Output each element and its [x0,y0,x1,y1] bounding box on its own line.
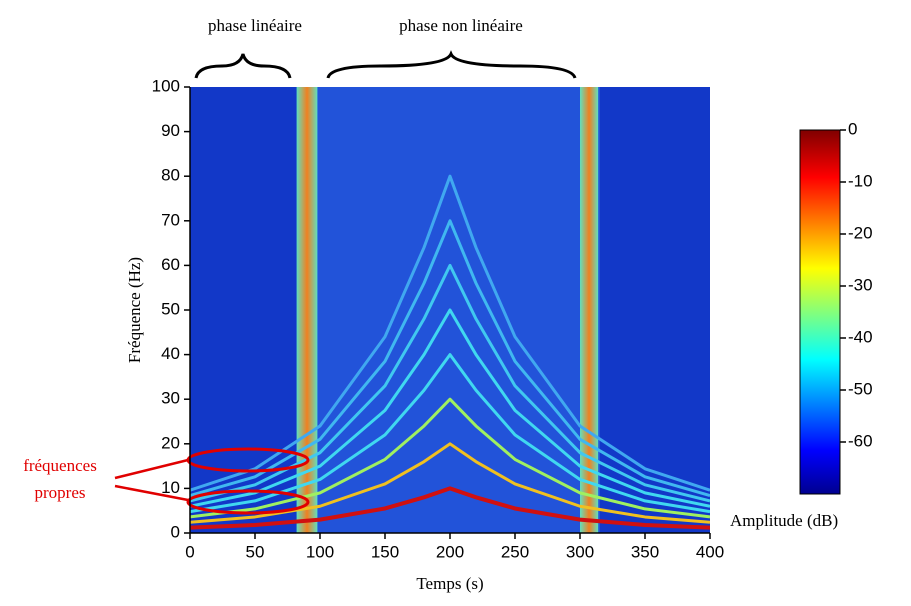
mode-ridge [190,486,710,530]
y-tick-label: 20 [161,433,180,452]
y-tick-label: 70 [161,210,180,229]
mode-ridge [190,353,710,514]
y-tick-label: 90 [161,121,180,140]
colorbar-tick-label: -30 [848,275,873,294]
energy-band [296,87,318,533]
brace [194,53,292,79]
y-tick-label: 80 [161,166,180,185]
y-tick-label: 30 [161,389,180,408]
mode-ridge [190,174,710,492]
x-tick-label: 400 [696,542,724,561]
annotation: propres [35,483,86,502]
annotation: phase non linéaire [399,16,523,35]
mode-ridge [190,308,710,508]
y-tick-label: 40 [161,344,180,363]
y-tick-label: 0 [171,522,180,541]
colorbar-tick-label: -40 [848,327,873,346]
x-tick-label: 300 [566,542,594,561]
brace [326,50,577,79]
x-tick-label: 250 [501,542,529,561]
pointer [114,458,189,480]
mode-ridge [190,263,710,503]
annotation: fréquences [23,456,97,475]
energy-band [580,87,599,533]
colorbar-tick-label: 0 [848,119,857,138]
y-tick-label: 10 [161,478,180,497]
colorbar [799,129,841,495]
x-tick-label: 150 [371,542,399,561]
y-tick-label: 50 [161,299,180,318]
mode-ridge [190,442,710,524]
mode-ridge [190,219,710,497]
x-tick-label: 50 [246,542,265,561]
plot-area [190,87,710,533]
colorbar-tick-label: -60 [848,431,873,450]
pointer [114,484,189,502]
y-tick-label: 100 [152,76,180,95]
x-tick-label: 0 [185,542,194,561]
annotation: phase linéaire [208,16,302,35]
x-tick-label: 100 [306,542,334,561]
colorbar-label: Amplitude (dB) [730,511,838,530]
x-axis-label: Temps (s) [416,574,483,593]
annotations: phase linéaire phase non linéaire fréque… [23,16,838,593]
highlight-ellipse [186,489,310,515]
colorbar-tick-label: -50 [848,379,873,398]
x-tick-label: 350 [631,542,659,561]
mode-ridge [190,397,710,519]
x-tick-label: 200 [436,542,464,561]
colorbar-tick-label: -10 [848,171,873,190]
y-axis-label: Fréquence (Hz) [125,257,144,363]
colorbar-tick-label: -20 [848,223,873,242]
y-tick-label: 60 [161,255,180,274]
